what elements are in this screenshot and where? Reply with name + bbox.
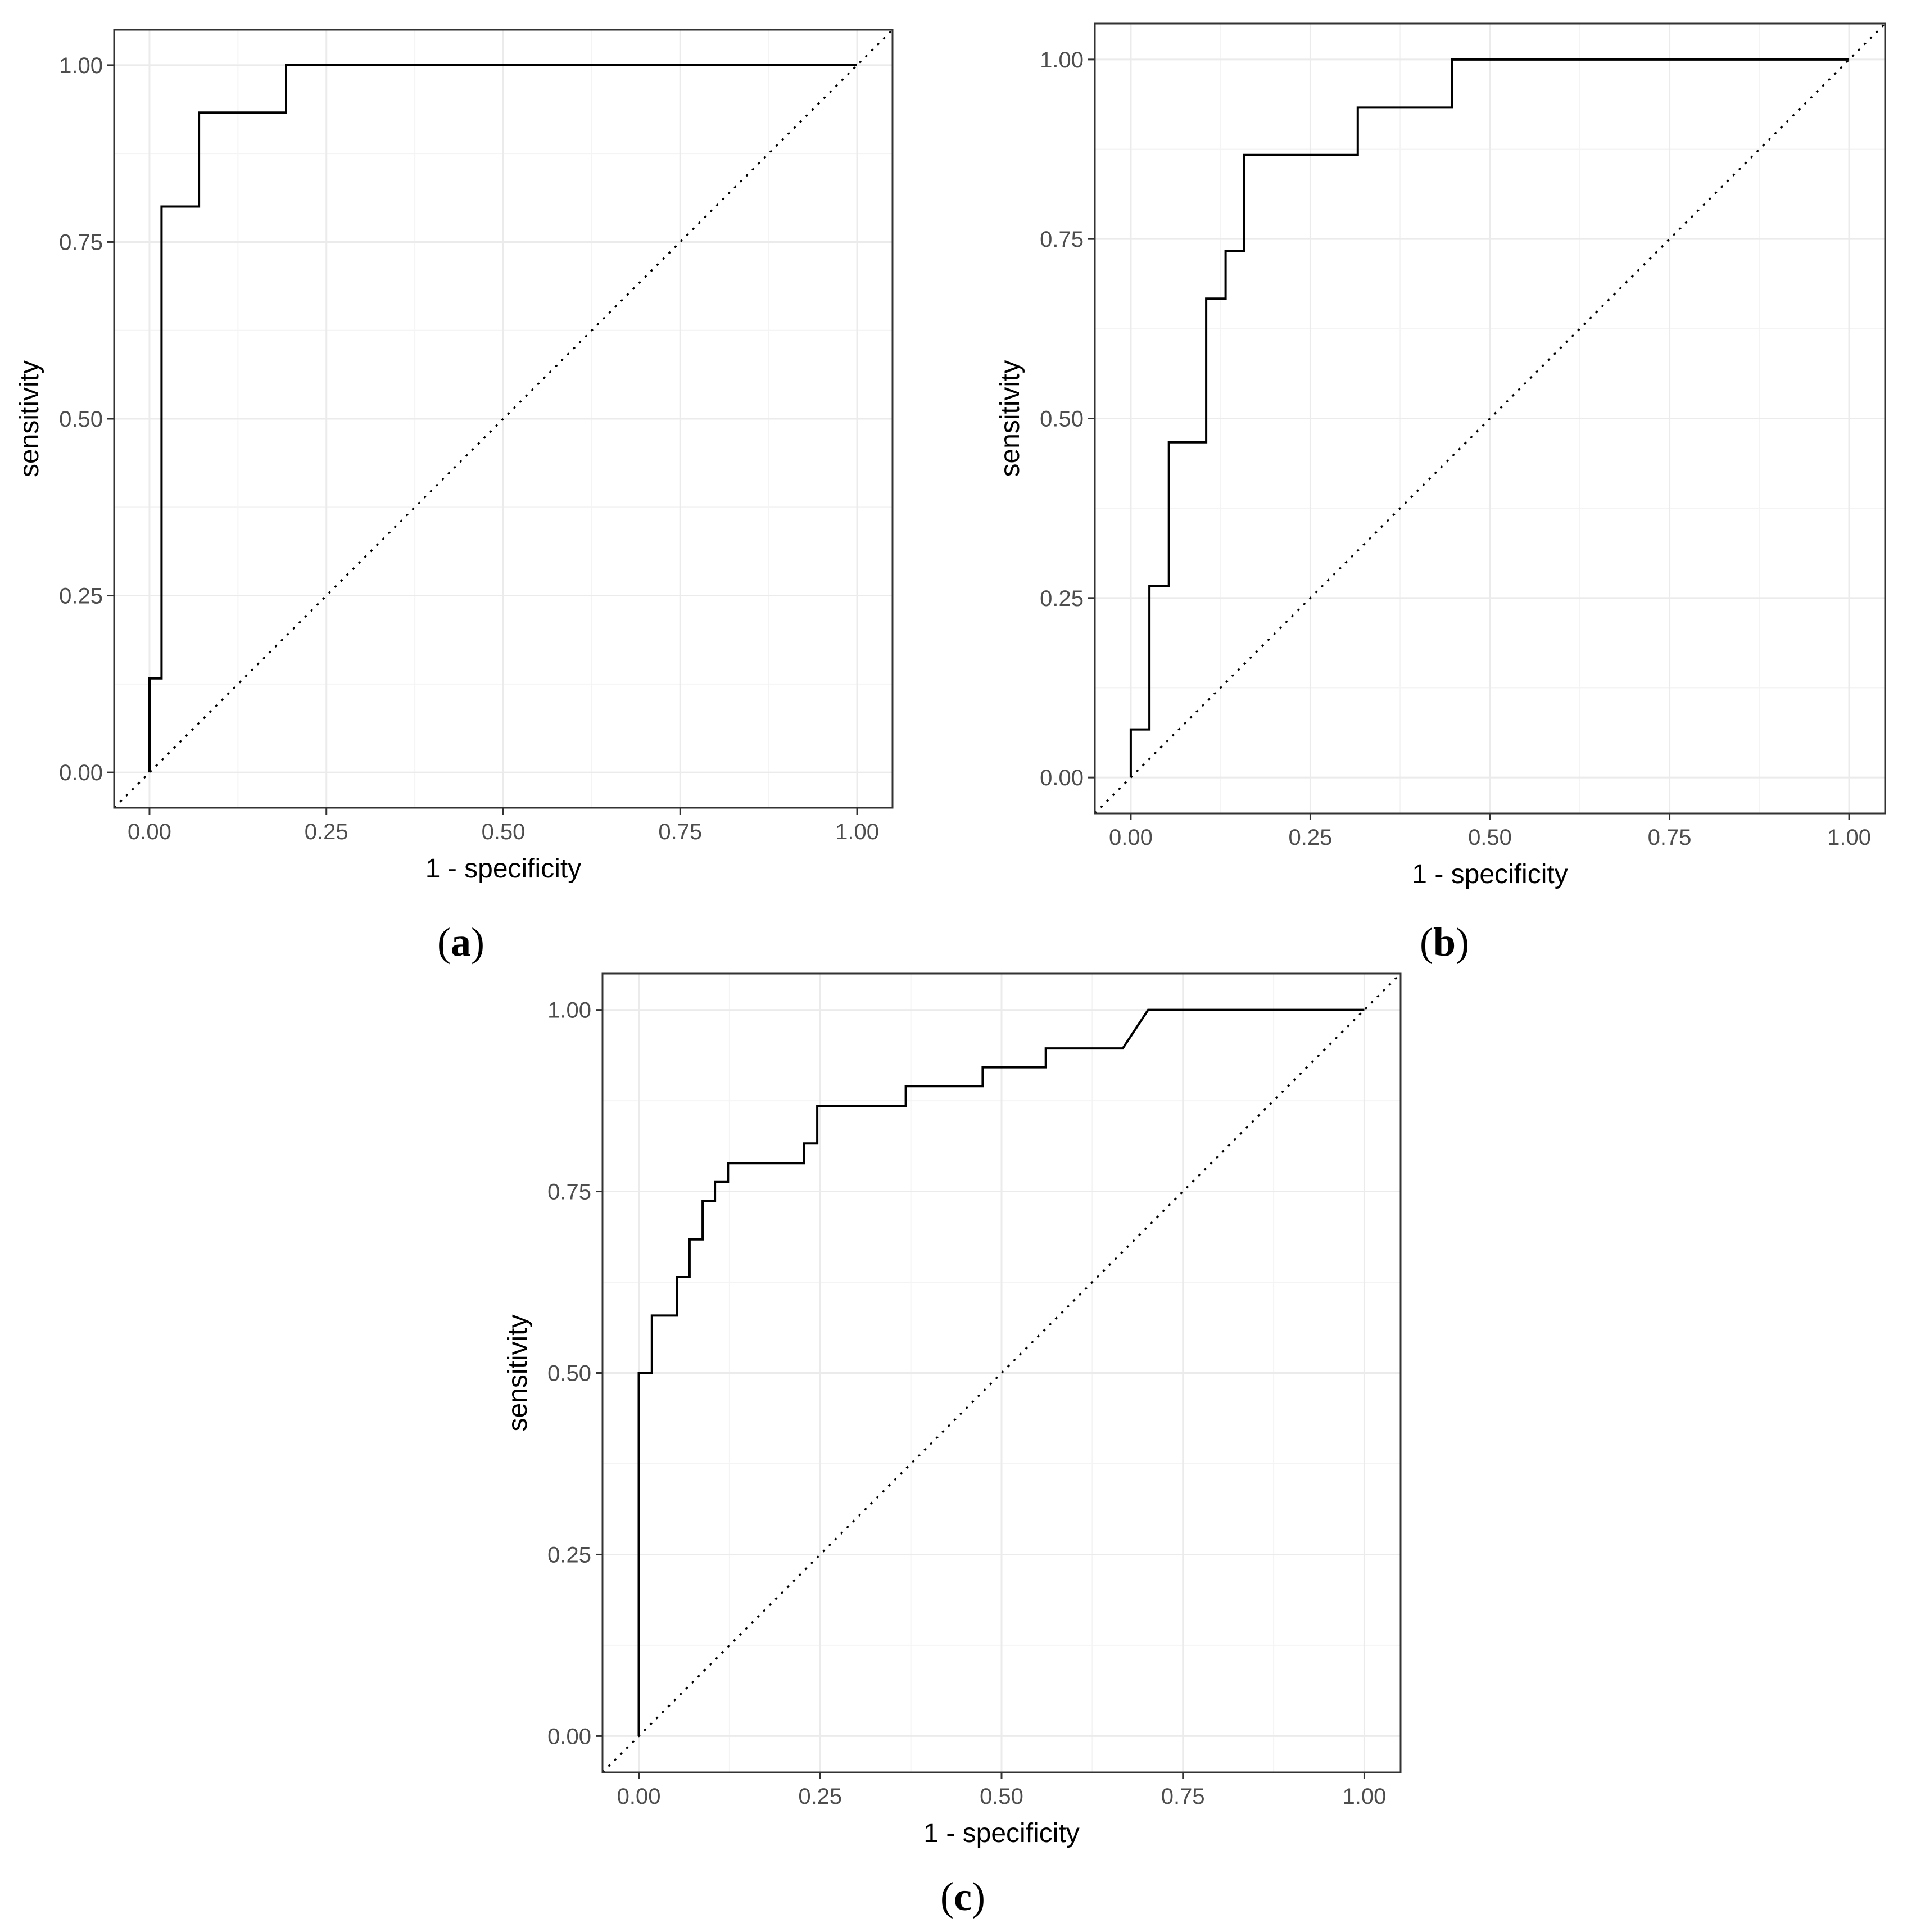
x-tick-label: 0.25 [798, 1784, 842, 1809]
y-tick-label: 0.25 [59, 584, 103, 609]
x-axis-title: 1 - specificity [425, 854, 581, 884]
chart-panel-b: 0.00 0.25 0.50 0.75 1.00 0.00 0.25 0.50 0.75 1.00… [995, 22, 1886, 965]
y-tick-label: 0.75 [547, 1180, 591, 1205]
panel-label-letter: c [954, 1874, 972, 1919]
x-tick-label: 1.00 [835, 820, 879, 844]
y-tick-label: 1.00 [59, 53, 103, 78]
panel-label-close-paren: ) [471, 920, 484, 965]
y-tick-label: 1.00 [1040, 48, 1084, 73]
x-axis-title: 1 - specificity [1412, 859, 1568, 889]
x-tick-label: 0.00 [128, 820, 171, 844]
y-tick-label: 0.00 [1040, 766, 1084, 790]
x-tick-label: 0.75 [1161, 1784, 1205, 1809]
y-tick-label: 0.00 [547, 1724, 591, 1749]
x-tick-label: 0.75 [658, 820, 702, 844]
x-tick-label: 0.00 [1109, 825, 1153, 850]
chart-panel-a: 0.00 0.25 0.50 0.75 1.00 0.00 0.25 0.50 0.75 1.00… [15, 29, 894, 965]
y-tick-label: 0.50 [1040, 407, 1084, 432]
x-tick-label: 1.00 [1827, 825, 1871, 850]
x-tick-label: 0.50 [482, 820, 526, 844]
y-tick-label: 0.50 [547, 1361, 591, 1386]
panel-label-close-paren: ) [972, 1874, 985, 1919]
roc-curve-line [1129, 58, 1850, 778]
panel-label-open-paren: ( [1420, 920, 1433, 965]
x-tick-label: 0.00 [617, 1784, 661, 1809]
panel-label-letter: b [1433, 920, 1456, 965]
y-tick-label: 0.75 [1040, 227, 1084, 252]
x-tick-label: 0.75 [1648, 825, 1692, 850]
reference-diagonal-line [113, 29, 894, 809]
y-tick-label: 0.50 [59, 407, 103, 432]
chart-panel-c: 0.00 0.25 0.50 0.75 1.00 0.00 0.25 0.50 0.75 1.00… [503, 972, 1402, 1919]
y-tick-label: 0.25 [1040, 586, 1084, 611]
x-tick-label: 0.50 [1468, 825, 1512, 850]
panel-label-open-paren: ( [437, 920, 451, 965]
x-axis-title: 1 - specificity [923, 1818, 1079, 1848]
y-axis-title: sensitivity [503, 1314, 533, 1431]
panel-label-letter: a [451, 920, 471, 965]
y-axis-title: sensitivity [995, 360, 1025, 477]
roc-curve-line [148, 64, 857, 773]
panel-label-open-paren: ( [940, 1874, 954, 1919]
panel-label: (a) [437, 920, 484, 965]
x-tick-label: 0.25 [1289, 825, 1333, 850]
y-tick-label: 0.25 [547, 1542, 591, 1567]
panel-label-close-paren: ) [1456, 920, 1469, 965]
panel-label: (c) [940, 1874, 985, 1919]
x-tick-label: 1.00 [1343, 1784, 1387, 1809]
y-tick-label: 0.75 [59, 230, 103, 255]
y-tick-label: 0.00 [59, 761, 103, 785]
x-tick-label: 0.50 [980, 1784, 1023, 1809]
roc-curve-line [637, 1008, 1365, 1736]
panel-label: (b) [1420, 920, 1469, 965]
y-axis-title: sensitivity [15, 360, 44, 477]
x-tick-label: 0.25 [305, 820, 348, 844]
reference-diagonal-line [1094, 22, 1886, 815]
y-tick-label: 1.00 [547, 998, 591, 1023]
